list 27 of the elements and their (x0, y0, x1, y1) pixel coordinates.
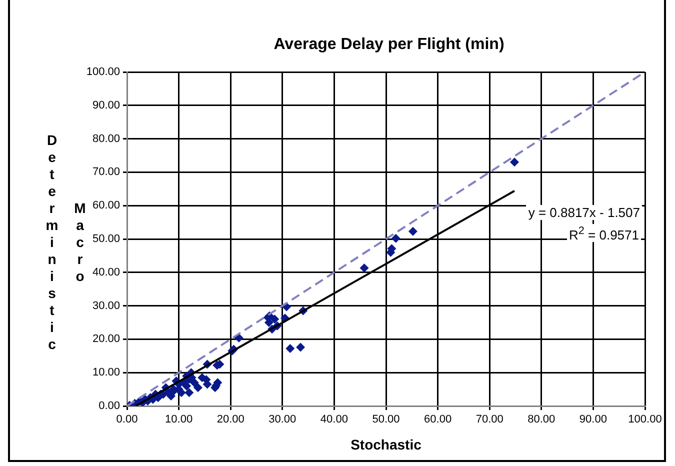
x-axis-title: Stochastic (350, 436, 422, 452)
y-tick-label: 60.00 (92, 200, 120, 212)
annotation: y = 0.8817x - 1.507 (526, 205, 642, 220)
y-tick-label: 80.00 (92, 132, 120, 145)
x-tick-label: 70.00 (476, 414, 504, 426)
x-tick-label: 30.00 (268, 414, 296, 426)
annotation: R$^{2}$ = 0.9571 (567, 224, 641, 242)
y-tick-label: 100.00 (86, 66, 120, 78)
y-tick-label: 50.00 (92, 233, 120, 246)
y-tick-label: 0.00 (98, 400, 120, 412)
y-tick-label: 20.00 (92, 333, 120, 346)
y-tick-label: 90.00 (92, 99, 120, 112)
x-tick-label: 80.00 (528, 414, 556, 426)
x-tick-label: 100.00 (628, 414, 662, 426)
x-tick-label: 40.00 (320, 414, 348, 426)
x-tick-label: 20.00 (216, 414, 244, 426)
x-tick-label: 50.00 (372, 414, 400, 426)
y-tick-label: 30.00 (92, 300, 120, 312)
x-tick-label: 60.00 (424, 414, 452, 426)
x-tick-label: 90.00 (579, 414, 607, 426)
x-tick-label: 10.00 (165, 414, 193, 426)
y-tick-label: 70.00 (92, 166, 120, 178)
y-tick-label: 40.00 (92, 266, 120, 278)
y-tick-label: 10.00 (92, 366, 120, 379)
chart-title: Average Delay per Flight (min) (272, 36, 506, 54)
x-tick-label: 0.00 (116, 414, 138, 426)
y-axis-title: Deterministic Macro (44, 132, 88, 353)
